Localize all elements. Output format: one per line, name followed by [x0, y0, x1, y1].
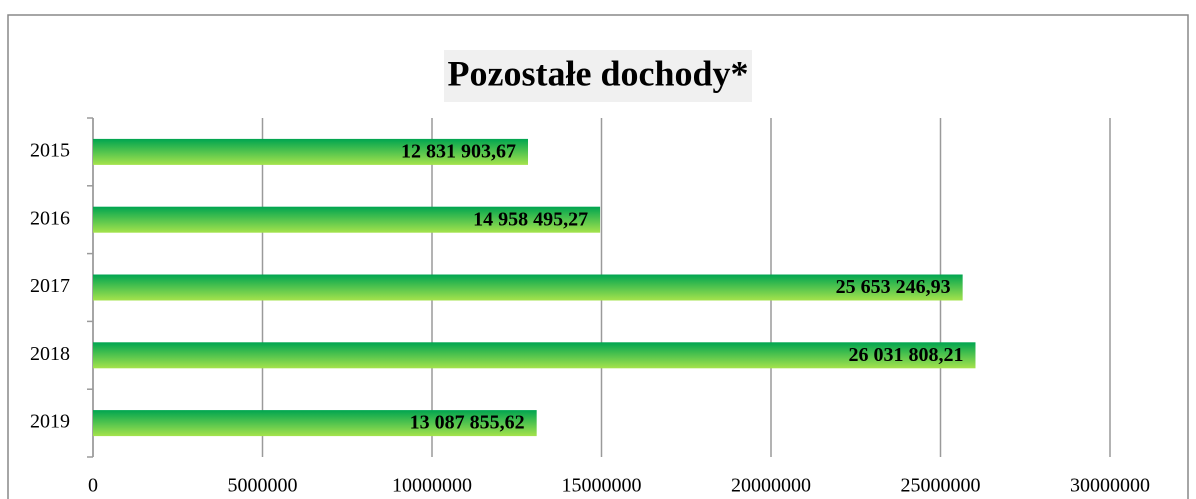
bar: [93, 206, 601, 233]
y-tick-label: 2018: [30, 343, 70, 365]
data-label: 13 087 855,62: [410, 412, 525, 434]
x-tick-label: 25000000: [901, 475, 981, 497]
y-tick-label: 2016: [30, 207, 70, 229]
title-box: [444, 50, 752, 102]
x-tick-label: 30000000: [1070, 475, 1150, 497]
y-tick-label: 2015: [30, 139, 70, 161]
x-tick-label: 15000000: [562, 475, 642, 497]
bar: [93, 274, 963, 301]
x-tick-label: 5000000: [228, 475, 298, 497]
y-tick-label: 2017: [30, 275, 70, 297]
data-label: 12 831 903,67: [401, 140, 516, 162]
data-label: 26 031 808,21: [848, 344, 963, 366]
bar: [93, 410, 537, 437]
x-tick-label: 0: [88, 475, 98, 497]
bar: [93, 342, 976, 369]
x-tick-label: 10000000: [392, 475, 472, 497]
data-label: 25 653 246,93: [836, 276, 951, 298]
y-tick-label: 2019: [30, 411, 70, 433]
frame: [7, 14, 1189, 499]
x-tick-label: 20000000: [731, 475, 811, 497]
chart-title: Pozostałe dochody*: [448, 53, 749, 93]
data-label: 14 958 495,27: [473, 208, 588, 230]
bar: [93, 138, 529, 165]
